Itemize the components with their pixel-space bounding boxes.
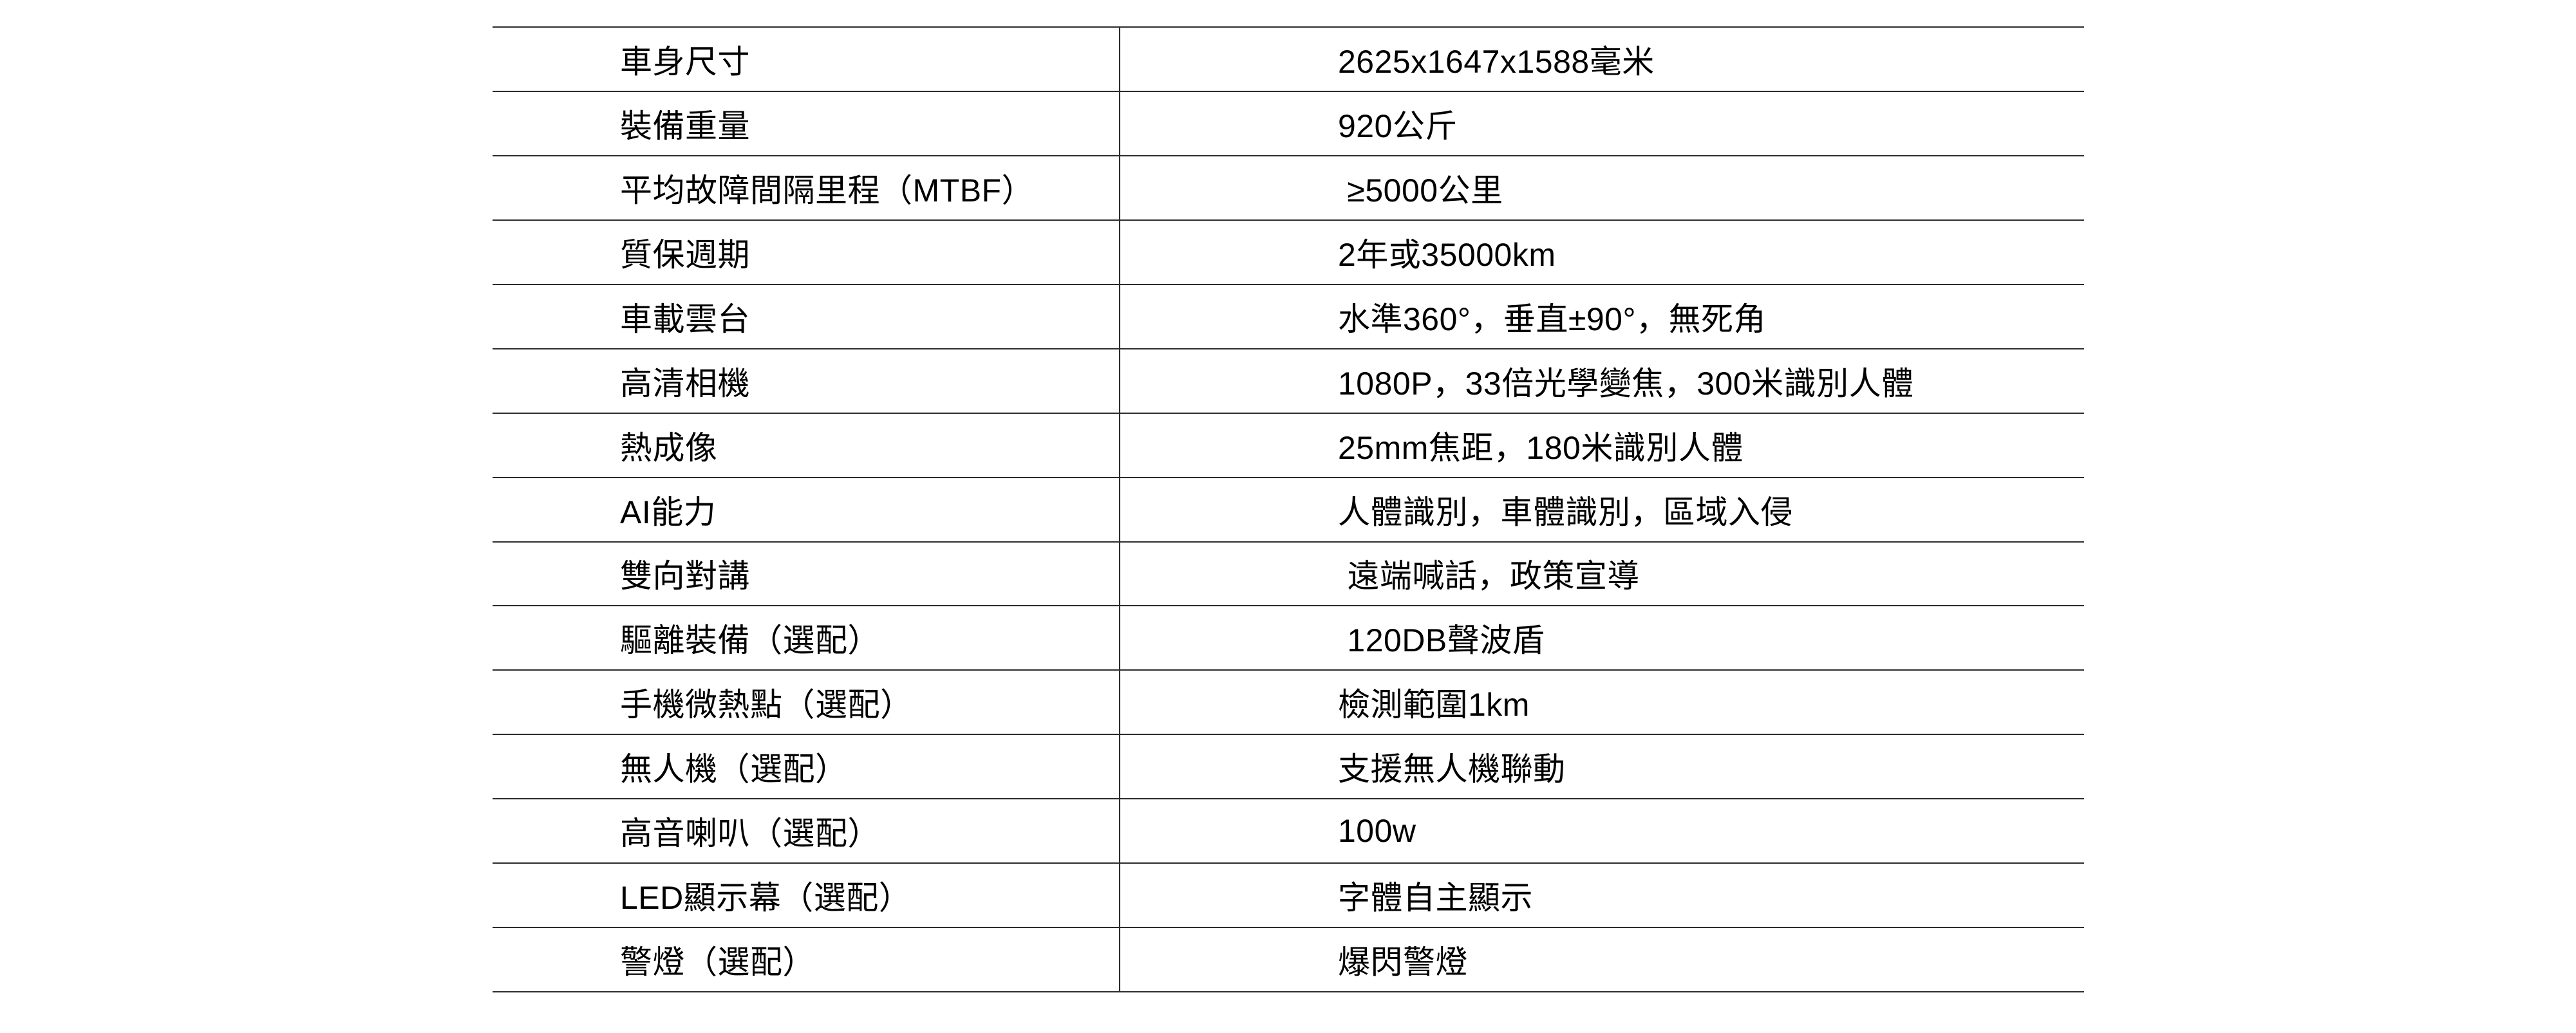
spec-value: 遠端喊話，政策宣導 [1119, 542, 2084, 606]
spec-value: ≥5000公里 [1119, 156, 2084, 219]
spec-value: 100w [1119, 799, 2084, 863]
spec-label: 質保週期 [620, 236, 750, 273]
spec-value: 字體自主顯示 [1119, 864, 2084, 927]
spec-row: 車身尺寸 2625x1647x1588毫米 [493, 28, 2084, 92]
spec-row: 手機微熱點（選配） 檢測範圍1km [493, 671, 2084, 736]
spec-label: 高清相機 [620, 365, 750, 402]
spec-value: 2年或35000km [1119, 220, 2084, 284]
spec-label: 車載雲台 [620, 301, 750, 337]
spec-row: 高音喇叭（選配） 100w [493, 799, 2084, 864]
spec-value: 人體識別，車體識別，區域入侵 [1119, 478, 2084, 541]
spec-row: 裝備重量 920公斤 [493, 91, 2084, 156]
spec-label: 車身尺寸 [620, 43, 750, 80]
spec-row: 質保週期 2年或35000km [493, 220, 2084, 285]
spec-label: 警燈（選配） [620, 944, 815, 981]
spec-label: 高音喇叭（選配） [620, 815, 880, 852]
spec-value: 檢測範圍1km [1119, 671, 2084, 734]
spec-label: LED顯示幕（選配） [620, 880, 912, 917]
spec-value: 水準360°，垂直±90°，無死角 [1119, 284, 2084, 348]
spec-value: 2625x1647x1588毫米 [1119, 28, 2084, 91]
spec-row: LED顯示幕（選配） 字體自主顯示 [493, 864, 2084, 929]
spec-label: 裝備重量 [620, 107, 750, 144]
spec-value: 120DB聲波盾 [1119, 606, 2084, 670]
spec-label: AI能力 [620, 494, 717, 530]
spec-value: 爆閃警燈 [1119, 928, 2084, 992]
spec-value: 25mm焦距，180米識別人體 [1119, 413, 2084, 477]
spec-row: 高清相機 1080P，33倍光學變焦，300米識別人體 [493, 349, 2084, 414]
spec-row: 車載雲台 水準360°，垂直±90°，無死角 [493, 284, 2084, 349]
spec-row: 驅離裝備（選配） 120DB聲波盾 [493, 606, 2084, 671]
spec-row: 熱成像 25mm焦距，180米識別人體 [493, 413, 2084, 478]
spec-row: 警燈（選配） 爆閃警燈 [493, 928, 2084, 993]
spec-label: 熱成像 [620, 429, 718, 466]
spec-label: 平均故障間隔里程（MTBF） [620, 172, 1035, 209]
spec-label: 雙向對講 [620, 558, 750, 595]
spec-label: 手機微熱點（選配） [620, 687, 913, 723]
spec-table: 車身尺寸 2625x1647x1588毫米 裝備重量 920公斤 平均故障間隔里… [493, 26, 2084, 993]
spec-value: 支援無人機聯動 [1119, 735, 2084, 799]
spec-row: 平均故障間隔里程（MTBF） ≥5000公里 [493, 156, 2084, 221]
spec-label: 無人機（選配） [620, 751, 848, 788]
spec-row: 無人機（選配） 支援無人機聯動 [493, 735, 2084, 800]
spec-row: 雙向對講 遠端喊話，政策宣導 [493, 542, 2084, 607]
spec-label: 驅離裝備（選配） [620, 622, 880, 659]
spec-value: 920公斤 [1119, 91, 2084, 155]
spec-row: AI能力 人體識別，車體識別，區域入侵 [493, 478, 2084, 543]
spec-value: 1080P，33倍光學變焦，300米識別人體 [1119, 349, 2084, 413]
